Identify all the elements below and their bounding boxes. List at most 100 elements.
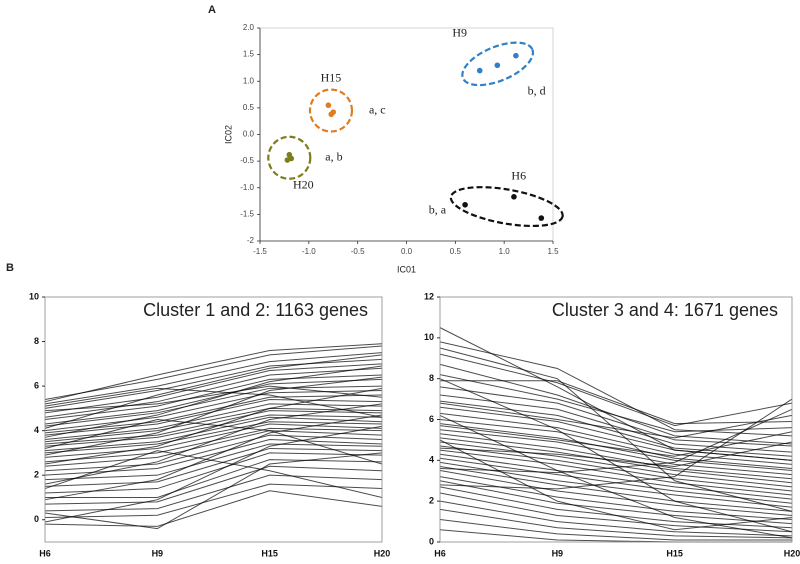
- point: [513, 52, 519, 59]
- gene-line: [44, 414, 383, 447]
- gene-line: [44, 452, 383, 530]
- gene-line: [439, 465, 793, 512]
- x-tick-label: H20: [784, 548, 800, 558]
- gene-line: [44, 394, 383, 434]
- gene-line: [44, 367, 383, 418]
- gene-line: [44, 387, 383, 465]
- y-tick-label: 2: [34, 470, 39, 480]
- y-axis-label: IC02: [223, 125, 233, 144]
- gene-line: [439, 402, 793, 439]
- gene-line: [44, 374, 383, 420]
- gene-line: [439, 508, 793, 539]
- x-tick-label: 0.0: [401, 247, 413, 256]
- gene-line: [439, 437, 793, 484]
- gene-line: [439, 480, 793, 525]
- y-tick-label: 0.0: [243, 130, 255, 139]
- gene-line: [439, 408, 793, 474]
- y-tick-label: 4: [34, 425, 39, 435]
- gene-line: [44, 425, 383, 523]
- plot-frame: [44, 296, 383, 543]
- x-tick-label: -0.5: [351, 247, 365, 256]
- gene-line: [439, 419, 793, 469]
- x-tick-label: H6: [39, 548, 51, 558]
- group-letters: b, d: [528, 84, 546, 98]
- y-tick-label: -0.5: [240, 156, 254, 165]
- line-group: [44, 343, 383, 530]
- x-tick-label: -1.5: [253, 247, 267, 256]
- y-tick-label: 0: [429, 536, 434, 546]
- y-tick-label: 4: [429, 455, 434, 465]
- y-tick-label: 0.5: [243, 103, 255, 112]
- gene-line: [439, 449, 793, 496]
- x-tick-label: H15: [666, 548, 683, 558]
- gene-line: [439, 400, 793, 457]
- x-tick-label: 1.0: [499, 247, 511, 256]
- gene-line: [44, 483, 383, 518]
- gene-line: [44, 434, 383, 472]
- gene-line: [439, 394, 793, 453]
- gene-line: [44, 358, 383, 409]
- y-tick-label: -1.0: [240, 183, 254, 192]
- x-tick-label: H20: [374, 548, 391, 558]
- gene-line: [439, 398, 793, 490]
- x-tick-label: 1.5: [547, 247, 559, 256]
- y-tick-label: 2: [429, 496, 434, 506]
- gene-line: [44, 385, 383, 412]
- gene-line: [439, 441, 793, 467]
- y-tick-label: 10: [424, 332, 434, 342]
- x-tick-label: 0.5: [450, 247, 462, 256]
- gene-line: [44, 343, 383, 403]
- gene-line: [44, 450, 383, 498]
- gene-line: [440, 380, 793, 425]
- gene-line: [45, 459, 383, 498]
- point: [288, 155, 295, 162]
- x-tick-label: H6: [434, 548, 446, 558]
- gene-line: [44, 474, 383, 512]
- gene-line: [44, 414, 383, 501]
- gene-line: [44, 385, 383, 427]
- plot-frame: [259, 27, 554, 242]
- gene-line: [44, 363, 383, 414]
- gene-line: [439, 433, 793, 480]
- gene-line: [44, 430, 383, 467]
- gene-line: [44, 465, 383, 505]
- gene-line: [439, 347, 793, 512]
- chart-title: Cluster 3 and 4: 1671 genes: [552, 300, 778, 320]
- gene-line: [439, 453, 793, 500]
- y-tick-label: 6: [34, 380, 39, 390]
- gene-line: [44, 387, 383, 418]
- point: [494, 62, 501, 69]
- group-name: H20: [293, 178, 314, 192]
- gene-line: [439, 378, 793, 533]
- point: [325, 102, 332, 109]
- x-tick-label: -1.0: [302, 247, 316, 256]
- gene-line: [44, 407, 383, 443]
- gene-line: [44, 365, 383, 438]
- group-letters: a, b: [325, 150, 342, 164]
- gene-line: [44, 447, 383, 487]
- gene-line: [44, 439, 383, 476]
- gene-line: [44, 378, 383, 425]
- group-name: H15: [321, 70, 342, 84]
- group-name: H6: [511, 168, 526, 182]
- gene-line: [44, 452, 383, 494]
- point: [330, 109, 337, 115]
- gene-line: [44, 352, 383, 405]
- gene-line: [44, 416, 383, 452]
- gene-line: [44, 403, 383, 485]
- line-group: [439, 327, 793, 543]
- gene-line: [439, 470, 793, 516]
- gene-line: [439, 519, 792, 541]
- gene-line: [439, 406, 793, 461]
- point: [462, 201, 468, 208]
- gene-line: [439, 412, 793, 465]
- y-tick-label: 1.0: [243, 76, 255, 85]
- gene-line: [44, 418, 383, 465]
- gene-line: [439, 386, 793, 447]
- gene-line: [439, 425, 793, 457]
- panel-label: A: [208, 4, 216, 16]
- gene-line: [439, 423, 793, 472]
- chart-title: Cluster 1 and 2: 1163 genes: [143, 300, 368, 320]
- x-tick-label: H15: [261, 548, 278, 558]
